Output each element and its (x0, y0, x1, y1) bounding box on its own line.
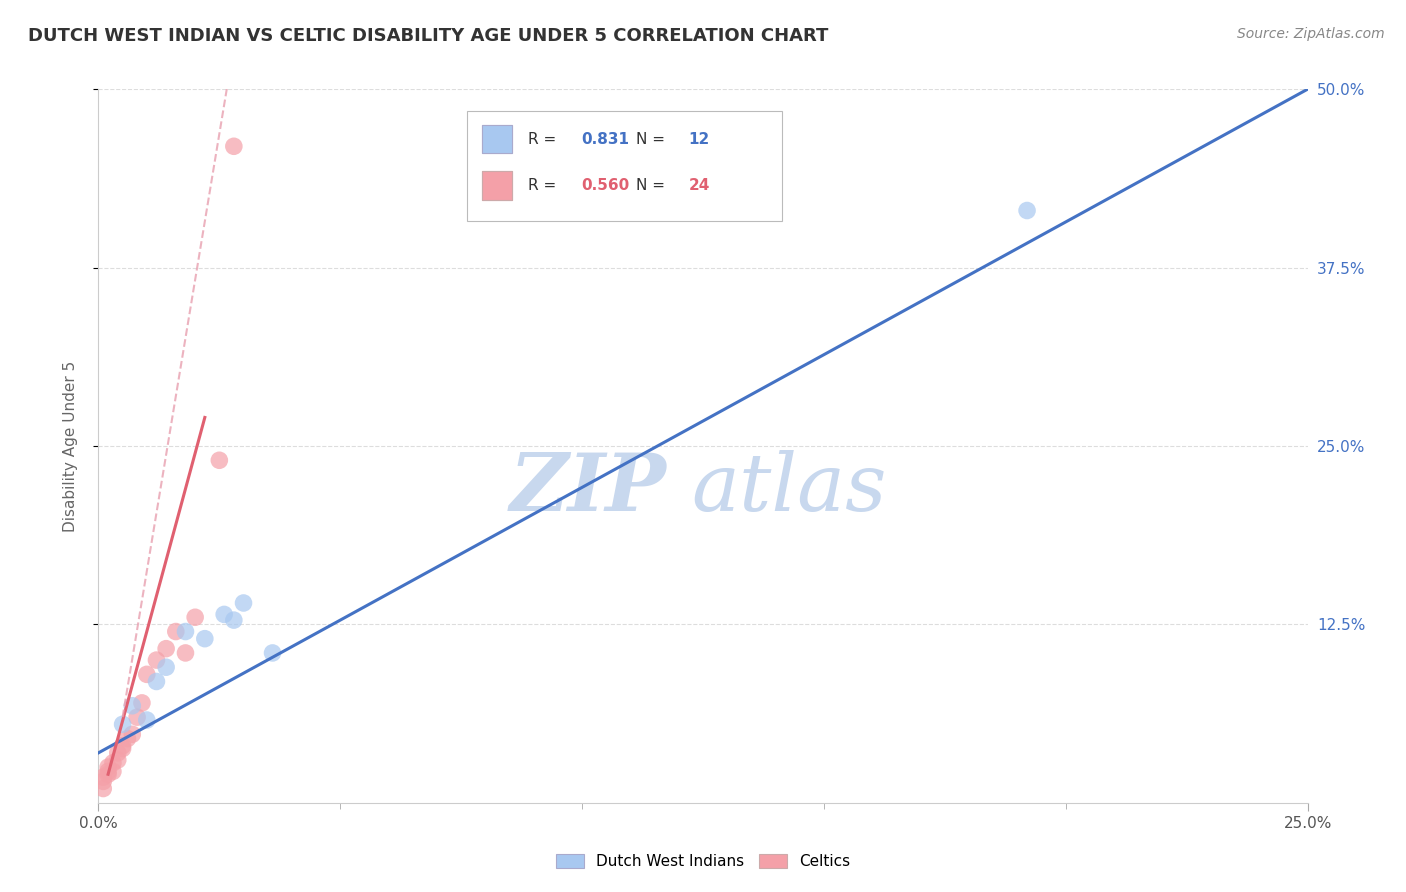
Point (135, 667, 157, 681)
Point (222, 139, 245, 153)
Legend: Dutch West Indians, Celtics: Dutch West Indians, Celtics (550, 848, 856, 875)
Point (111, 739, 134, 753)
Point (101, 764, 124, 779)
FancyBboxPatch shape (467, 111, 782, 221)
Bar (482, 125, 512, 153)
Point (91, 781, 114, 796)
Point (101, 756, 124, 770)
Point (111, 717, 134, 731)
Point (107, 746, 129, 760)
Point (165, 624, 187, 639)
Point (121, 727, 143, 741)
Point (107, 753, 129, 767)
Point (127, 710, 149, 724)
Point (184, 610, 207, 624)
Point (145, 653, 167, 667)
Point (97, 760, 120, 774)
Point (194, 632, 217, 646)
Point (121, 698, 143, 713)
Point (97, 764, 120, 779)
Text: ZIP: ZIP (510, 450, 666, 527)
Point (1015, 203, 1038, 218)
Text: R =: R = (527, 132, 561, 146)
Text: atlas: atlas (690, 450, 886, 527)
Text: Source: ZipAtlas.com: Source: ZipAtlas.com (1237, 27, 1385, 41)
Point (97, 767, 120, 781)
Text: R =: R = (527, 178, 561, 193)
Point (174, 646, 197, 660)
Y-axis label: Disability Age Under 5: Disability Age Under 5 (63, 360, 77, 532)
Text: 12: 12 (689, 132, 710, 146)
Bar (482, 171, 512, 200)
Bar (482, 125, 512, 153)
Text: 0.560: 0.560 (581, 178, 628, 193)
Point (174, 624, 197, 639)
Point (111, 741, 134, 756)
Point (135, 713, 157, 727)
Point (117, 731, 139, 746)
Point (155, 660, 177, 674)
Text: N =: N = (637, 178, 671, 193)
Text: 0.831: 0.831 (581, 132, 628, 146)
Text: N =: N = (637, 132, 671, 146)
Point (208, 453, 231, 467)
Point (222, 613, 245, 627)
Point (155, 641, 177, 656)
Point (91, 774, 114, 789)
Point (262, 646, 284, 660)
Text: 24: 24 (689, 178, 710, 193)
Text: DUTCH WEST INDIAN VS CELTIC DISABILITY AGE UNDER 5 CORRELATION CHART: DUTCH WEST INDIAN VS CELTIC DISABILITY A… (28, 27, 828, 45)
Bar (482, 171, 512, 200)
Point (232, 596, 254, 610)
Point (145, 674, 167, 689)
Point (131, 696, 153, 710)
Point (212, 607, 235, 622)
Point (91, 770, 114, 784)
